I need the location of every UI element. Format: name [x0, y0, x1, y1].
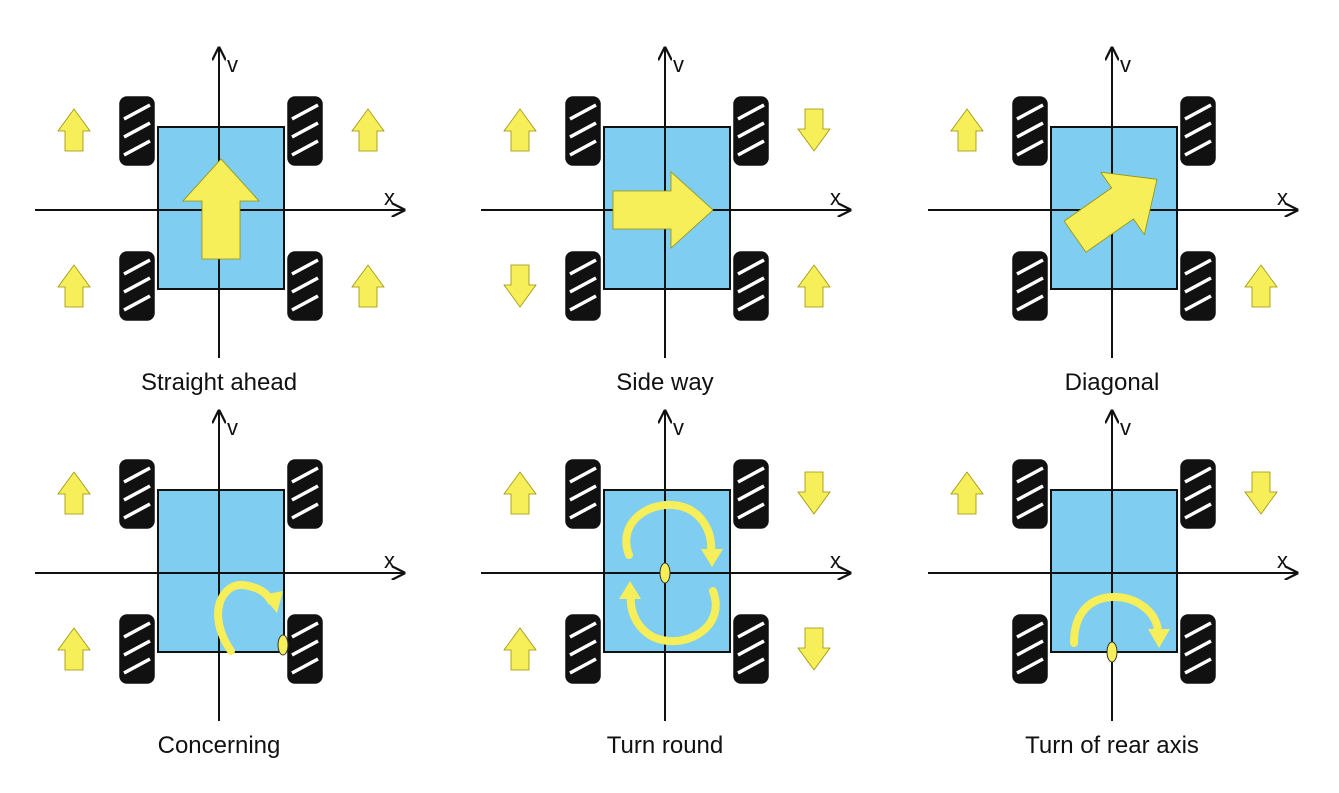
rotation-arrow — [214, 580, 283, 655]
wheel-front-left — [1012, 459, 1048, 529]
robot-body — [1050, 126, 1178, 290]
wheel-front-right — [1180, 96, 1216, 166]
x-axis-label: x — [830, 185, 841, 210]
body-motion-arrow — [1063, 171, 1158, 253]
pivot-point — [277, 634, 289, 656]
wheel-direction-arrow-front-right — [797, 108, 831, 152]
wheel-rear-right — [1180, 251, 1216, 321]
wheel-direction-arrow-front-left — [503, 471, 537, 515]
wheel-direction-arrow-rear-left — [503, 627, 537, 671]
wheel-rear-right — [733, 251, 769, 321]
wheel-front-right — [733, 96, 769, 166]
wheel-direction-arrow-rear-right — [351, 264, 385, 308]
mode-caption: Diagonal — [1065, 369, 1160, 396]
y-axis-label: v — [227, 415, 238, 440]
mode-caption: Side way — [616, 369, 713, 396]
wheel-front-left — [1012, 96, 1048, 166]
wheel-rear-right — [287, 251, 323, 321]
wheel-direction-arrow-front-left — [57, 471, 91, 515]
mode-caption: Turn round — [607, 732, 724, 759]
wheel-direction-arrow-front-right — [1244, 471, 1278, 515]
y-axis-label: v — [1120, 52, 1131, 77]
x-axis-label: x — [1277, 185, 1288, 210]
wheel-front-left — [565, 96, 601, 166]
wheel-front-right — [733, 459, 769, 529]
y-axis-label: v — [673, 52, 684, 77]
wheel-front-left — [565, 459, 601, 529]
wheel-rear-right — [733, 614, 769, 684]
rotation-arrow-upper — [622, 500, 723, 567]
wheel-front-right — [287, 96, 323, 166]
body-motion-arrow — [612, 171, 714, 249]
wheel-direction-arrow-rear-left — [57, 627, 91, 671]
motion-panel: x v Turn round — [481, 411, 850, 759]
wheel-direction-arrow-rear-left — [503, 264, 537, 308]
mode-caption: Straight ahead — [141, 369, 297, 396]
wheel-direction-arrow-front-right — [797, 471, 831, 515]
y-axis-label: v — [1120, 415, 1131, 440]
wheel-rear-right — [287, 614, 323, 684]
motion-panel: x v Turn of rear axis — [928, 411, 1297, 759]
wheel-rear-left — [565, 614, 601, 684]
motion-panel: x v Concerning — [35, 411, 404, 759]
wheel-rear-left — [565, 251, 601, 321]
rotation-arrow — [1070, 592, 1170, 648]
pivot-point — [1106, 641, 1118, 663]
wheel-rear-left — [119, 614, 155, 684]
x-axis-label: x — [1277, 548, 1288, 573]
wheel-front-left — [119, 96, 155, 166]
wheel-rear-left — [119, 251, 155, 321]
wheel-direction-arrow-front-right — [351, 108, 385, 152]
wheel-front-right — [1180, 459, 1216, 529]
rotation-arrow-lower — [619, 581, 720, 646]
motion-panel: x v Diagonal — [928, 48, 1297, 396]
motion-panel: x v Side way — [481, 48, 850, 396]
motion-panel: x v Straight ahead — [35, 48, 404, 396]
wheel-direction-arrow-rear-right — [797, 264, 831, 308]
wheel-rear-right — [1180, 614, 1216, 684]
x-axis-label: x — [830, 548, 841, 573]
wheel-rear-left — [1012, 614, 1048, 684]
wheel-rear-left — [1012, 251, 1048, 321]
mode-caption: Concerning — [158, 732, 281, 759]
wheel-direction-arrow-rear-right — [797, 627, 831, 671]
y-axis-label: v — [673, 415, 684, 440]
pivot-point — [659, 562, 671, 584]
wheel-direction-arrow-rear-right — [1244, 264, 1278, 308]
x-axis-label: x — [384, 548, 395, 573]
wheel-direction-arrow-front-left — [950, 471, 984, 515]
wheel-direction-arrow-front-left — [57, 108, 91, 152]
wheel-direction-arrow-front-left — [503, 108, 537, 152]
x-axis-label: x — [384, 185, 395, 210]
wheel-front-right — [287, 459, 323, 529]
y-axis-label: v — [227, 52, 238, 77]
wheel-front-left — [119, 459, 155, 529]
wheel-direction-arrow-front-left — [950, 108, 984, 152]
body-motion-arrow — [182, 158, 260, 260]
wheel-direction-arrow-rear-left — [57, 264, 91, 308]
mode-caption: Turn of rear axis — [1025, 732, 1199, 759]
